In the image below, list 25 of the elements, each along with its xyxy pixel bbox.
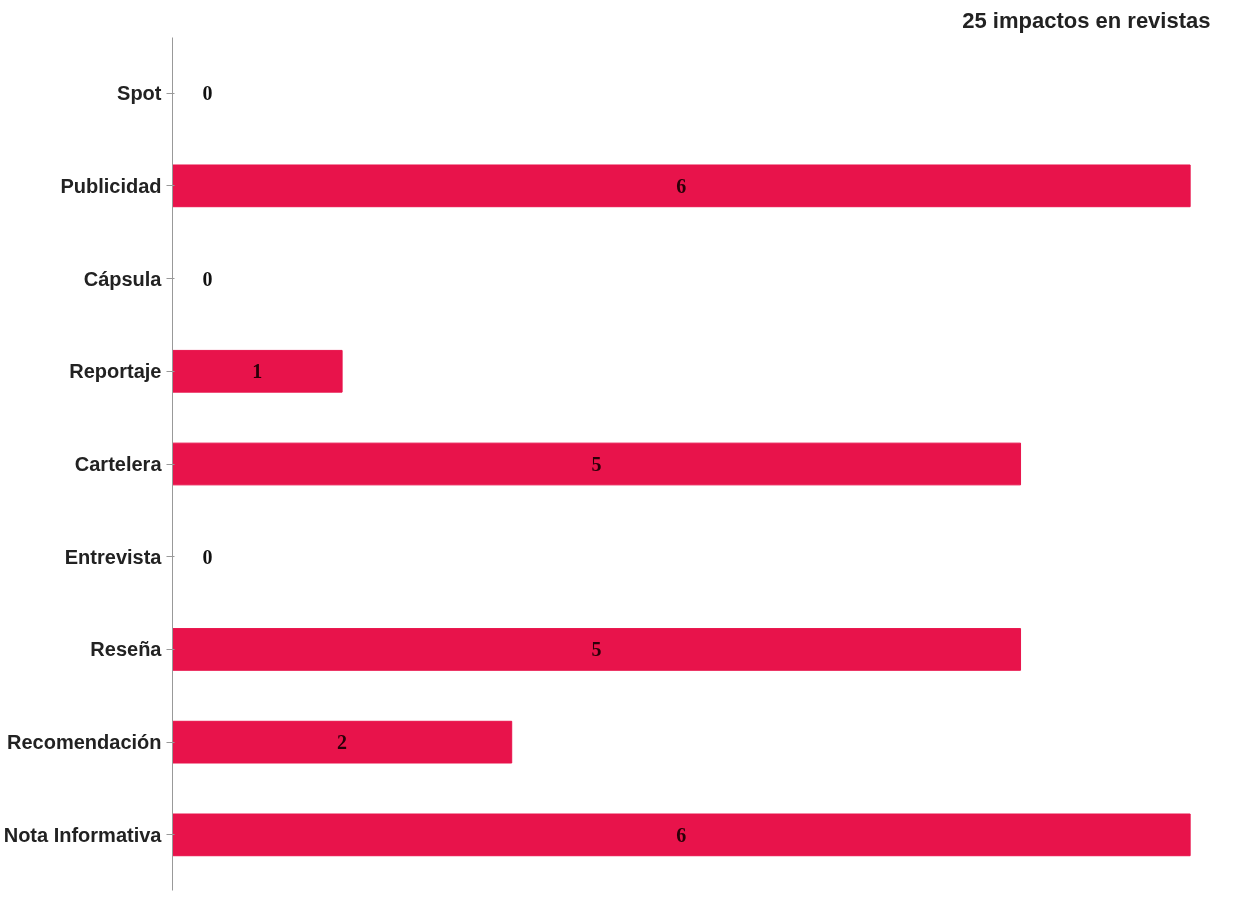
y-tick-label: Publicidad [60, 174, 162, 197]
data-label: 0 [202, 267, 213, 290]
bar [172, 349, 343, 393]
data-label: 0 [202, 545, 213, 568]
bar [172, 164, 1191, 208]
data-label: 5 [591, 638, 602, 661]
y-tick-label: Nota Informativa [3, 823, 163, 846]
y-tick-label: Cartelera [74, 453, 163, 475]
y-tick-label: Cápsula [83, 267, 163, 290]
data-label: 0 [202, 82, 213, 105]
bar [172, 442, 1022, 486]
data-label: 2 [337, 731, 348, 754]
bar [172, 720, 513, 764]
data-label: 5 [591, 453, 602, 475]
y-tick-label: Spot [117, 82, 162, 105]
data-label: 6 [676, 174, 687, 197]
bar [172, 813, 1191, 857]
data-label: 6 [676, 823, 687, 846]
bar [172, 628, 1022, 671]
y-tick-label: Recomendación [7, 731, 162, 754]
y-tick-label: Reseña [90, 638, 163, 661]
data-label: 1 [252, 360, 263, 383]
y-tick-label: Reportaje [69, 360, 162, 383]
chart-title: 25 impactos en revistas [962, 7, 1211, 33]
y-tick-label: Entrevista [64, 545, 163, 568]
